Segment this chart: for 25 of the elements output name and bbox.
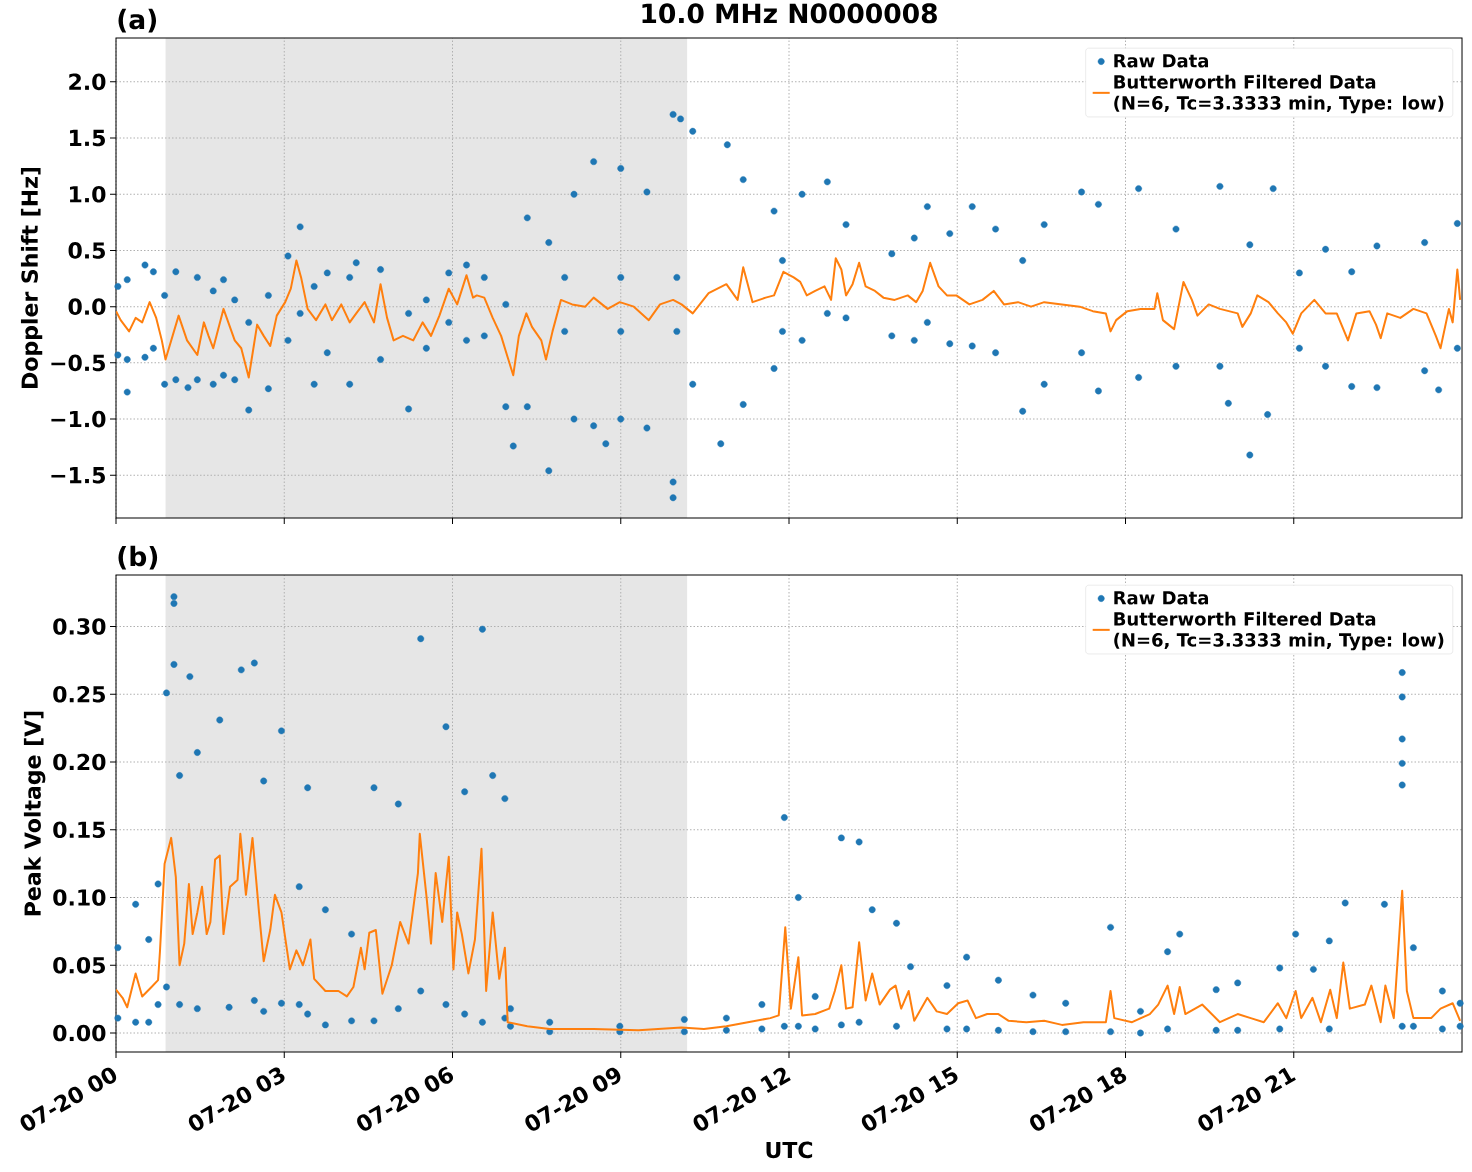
y-tick-label: 0.5 (68, 242, 105, 259)
y-tick-label: −1.5 (51, 467, 105, 484)
y-tick-label: −1.0 (51, 410, 106, 428)
legend-label: Raw Data (1114, 591, 1209, 605)
y-axis-title: Peak Voltage [V] (23, 711, 46, 916)
y-axis-title: Doppler Shift [Hz] (20, 167, 43, 388)
y-tick-label: 2.0 (69, 73, 106, 91)
legend-label: Raw Data (1114, 54, 1209, 68)
y-tick-label: 0.20 (53, 753, 106, 771)
legend-label: Butterworth Filtered Data (N=6, Tc=3.3333 min, Type: low) (1114, 611, 1444, 651)
text: (a) (118, 8, 157, 33)
y-tick-label: 0.10 (53, 889, 106, 906)
y-tick-label: 0.00 (53, 1024, 106, 1042)
y-tick-label: 1.0 (69, 185, 106, 203)
y-tick-label: 0.15 (53, 821, 105, 839)
y-tick-label: 0.30 (53, 618, 106, 635)
chart-title: 10.0 MHz N0000008 (642, 3, 937, 24)
y-tick-label: −0.5 (51, 354, 105, 372)
y-tick-label: 0.0 (68, 298, 106, 315)
text: (b) (118, 545, 158, 570)
legend-label: Butterworth Filtered Data (N=6, Tc=3.3333 min, Type: low) (1114, 74, 1444, 114)
y-tick-label: 0.25 (53, 685, 105, 703)
y-tick-label: 1.5 (69, 129, 105, 147)
x-axis-title: UTC (766, 1141, 813, 1159)
y-tick-label: 0.05 (53, 956, 105, 974)
